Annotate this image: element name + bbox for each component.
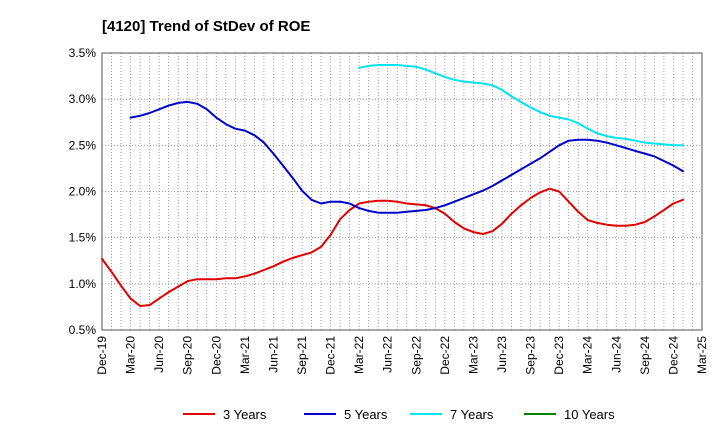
x-tick-label: Dec-24	[666, 336, 680, 375]
series-lines	[101, 64, 684, 307]
x-tick-label: Dec-21	[324, 336, 338, 375]
x-tick-label: Sep-23	[524, 336, 538, 375]
y-tick-label: 1.5%	[69, 231, 97, 245]
x-tick-label: Sep-20	[181, 336, 195, 375]
x-tick-label: Dec-22	[438, 336, 452, 375]
x-tick-label: Sep-21	[295, 336, 309, 375]
y-tick-label: 2.5%	[69, 138, 97, 152]
x-tick-label: Sep-24	[638, 336, 652, 375]
legend-label-10-years: 10 Years	[564, 407, 615, 422]
x-tick-label: Dec-19	[95, 336, 109, 375]
x-tick-label: Jun-22	[381, 336, 395, 373]
x-tick-label: Mar-24	[581, 336, 595, 374]
plot-area	[101, 52, 703, 331]
legend-label-3-years: 3 Years	[223, 407, 267, 422]
x-tick-label: Jun-23	[495, 336, 509, 373]
x-tick-label: Mar-20	[124, 336, 138, 374]
legend-label-7-years: 7 Years	[450, 407, 494, 422]
y-tick-label: 1.0%	[69, 277, 97, 291]
x-tick-label: Mar-25	[695, 336, 709, 374]
y-tick-label: 3.5%	[69, 46, 97, 60]
grid-lines	[102, 53, 702, 330]
y-tick-label: 0.5%	[69, 323, 97, 337]
series-line-5-years	[129, 100, 684, 214]
series-line-7-years	[358, 64, 684, 147]
x-tick-label: Jun-24	[609, 336, 623, 373]
x-tick-label: Dec-20	[209, 336, 223, 375]
series-line-3-years	[101, 187, 684, 307]
x-tick-label: Sep-22	[409, 336, 423, 375]
x-axis-ticks: Dec-19 Mar-20 Jun-20 Sep-20 Dec-20 Mar-21 Jun-…	[95, 336, 709, 375]
y-tick-label: 2.0%	[69, 185, 97, 199]
x-tick-label: Jun-21	[266, 336, 280, 373]
y-tick-label: 3.0%	[69, 92, 97, 106]
x-tick-label: Mar-23	[466, 336, 480, 374]
x-tick-label: Dec-23	[552, 336, 566, 375]
y-axis-ticks: 0.5% 1.0% 1.5% 2.0% 2.5% 3.0% 3.5%	[69, 46, 97, 337]
chart-title: [4120] Trend of StDev of ROE	[102, 18, 310, 35]
legend: 3 Years 5 Years 7 Years 10 Years	[183, 407, 615, 422]
x-tick-label: Jun-20	[152, 336, 166, 373]
x-tick-label: Mar-21	[238, 336, 252, 374]
x-tick-label: Mar-22	[352, 336, 366, 374]
legend-label-5-years: 5 Years	[344, 407, 388, 422]
